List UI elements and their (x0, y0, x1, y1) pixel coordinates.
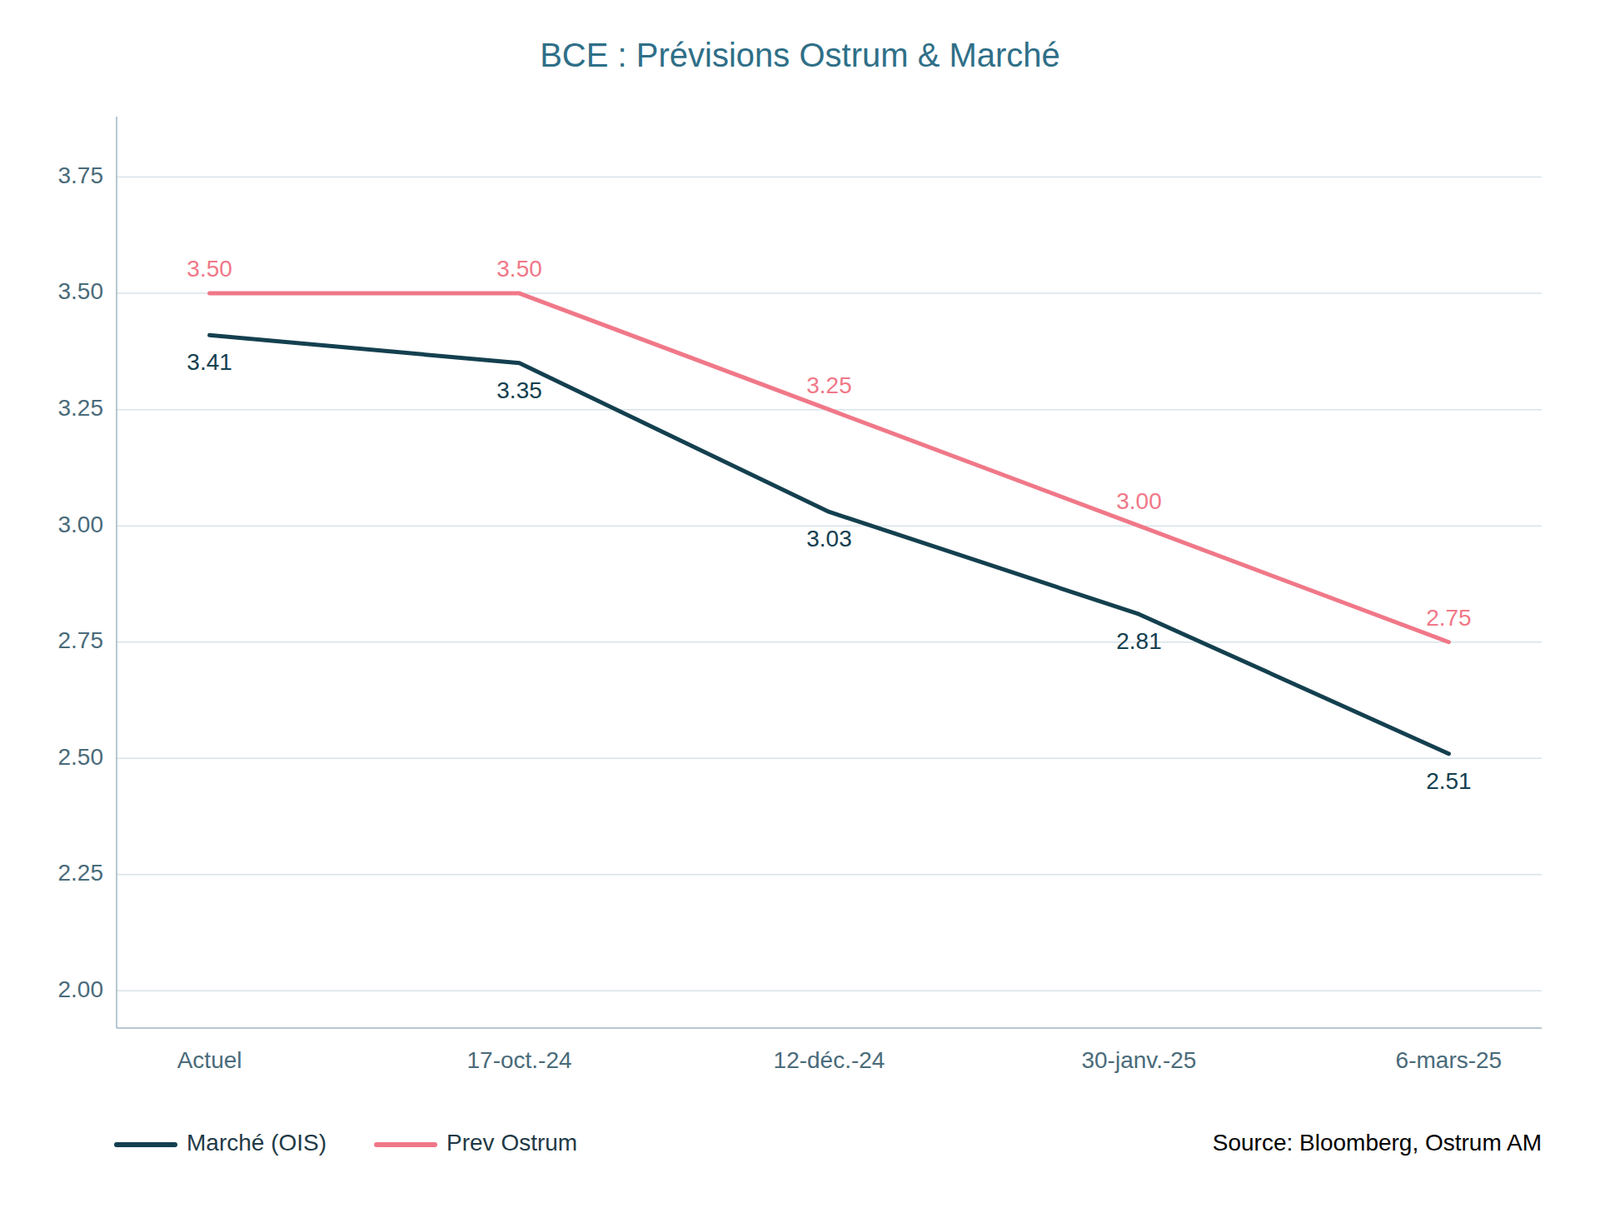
chart-svg: BCE : Prévisions Ostrum & Marché 2.00 2.25… (0, 0, 1600, 1228)
data-label: 3.35 (496, 377, 543, 404)
data-label: 3.00 (1116, 488, 1162, 514)
y-tick-label: 2.00 (58, 976, 105, 1002)
y-tick-label: 2.50 (58, 743, 105, 770)
data-labels: 3.41 3.35 3.03 2.81 2.51 3.50 3.50 3.25 3.00 2.75 (186, 255, 1471, 794)
x-tick-label: 6-mars-25 (1395, 1046, 1503, 1073)
data-label: 2.51 (1425, 767, 1472, 794)
y-tick-label: 3.25 (58, 394, 105, 421)
grid-line (116, 176, 1542, 179)
y-tick-label: 3.00 (58, 511, 105, 538)
data-label: 3.50 (186, 255, 233, 282)
grid-line (116, 641, 1542, 643)
chart-container: BCE : Prévisions Ostrum & Marché 2.00 2.25… (0, 0, 1600, 1228)
y-tick-label: 3.75 (58, 162, 105, 189)
chart-title: BCE : Prévisions Ostrum & Marché (539, 36, 1061, 74)
x-tick-label: Actuel (177, 1046, 243, 1073)
y-axis: 2.00 2.25 2.50 2.75 3.00 3.25 3.50 3.75 (58, 116, 118, 1028)
x-tick-label: 12-déc.-24 (773, 1046, 886, 1073)
legend-swatch (116, 1141, 175, 1147)
x-tick-label: 17-oct.-24 (467, 1046, 573, 1073)
series-line (209, 293, 1450, 643)
source-note: Source: Bloomberg, Ostrum AM (1212, 1129, 1542, 1156)
legend-label: Prev Ostrum (446, 1129, 578, 1156)
legend: Marché (OIS) Prev Ostrum (116, 1129, 578, 1156)
x-axis: Actuel 17-oct.-24 12-déc.-24 30-janv.-25 6-m… (177, 1046, 1503, 1073)
grid-line (116, 873, 1542, 876)
x-axis-line (116, 1026, 1542, 1029)
y-axis-line (115, 116, 118, 1028)
grid (116, 177, 1542, 992)
legend-swatch (376, 1141, 435, 1147)
data-label: 2.75 (1425, 604, 1472, 631)
data-label: 3.03 (806, 525, 853, 552)
legend-label: Marché (OIS) (186, 1129, 327, 1156)
plot-area (209, 293, 1450, 754)
data-label: 3.25 (806, 372, 853, 399)
y-tick-label: 2.25 (58, 859, 105, 886)
data-label: 3.50 (496, 255, 543, 282)
grid-line (116, 990, 1542, 992)
series-line (209, 334, 1450, 753)
data-label: 2.81 (1116, 628, 1162, 654)
y-tick-label: 3.50 (58, 278, 105, 305)
x-tick-label: 30-janv.-25 (1081, 1046, 1197, 1073)
grid-line (116, 757, 1542, 760)
y-tick-label: 2.75 (58, 627, 105, 653)
data-label: 3.41 (186, 348, 233, 375)
